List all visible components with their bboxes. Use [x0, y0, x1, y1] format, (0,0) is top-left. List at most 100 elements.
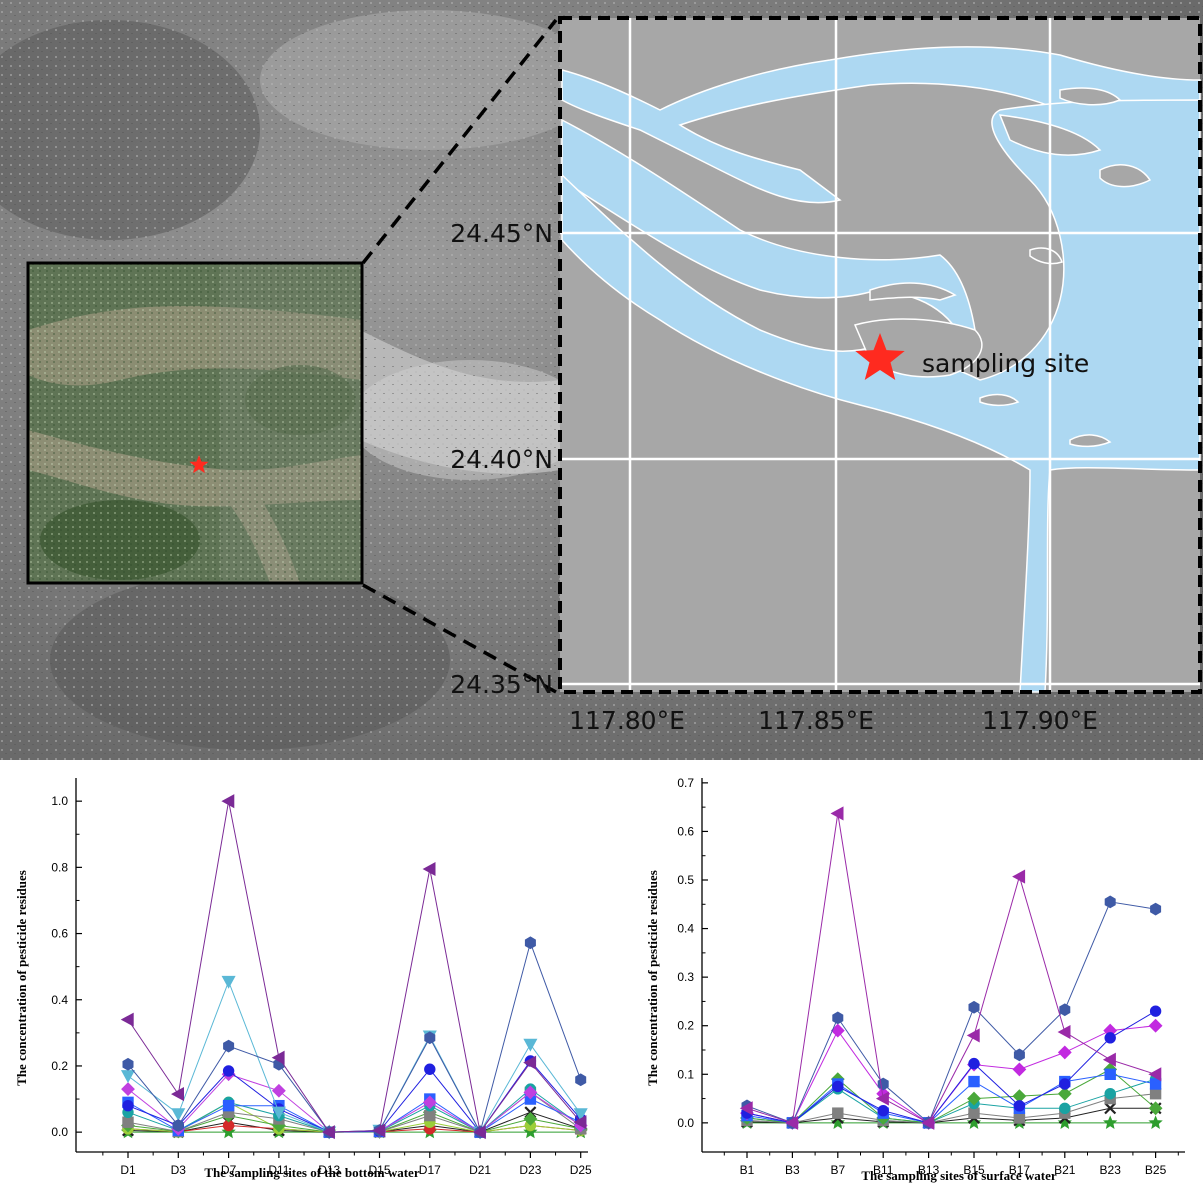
lat-label-2: 24.40°N — [450, 445, 553, 474]
data-point — [424, 1109, 436, 1122]
x-tick-label: B3 — [785, 1163, 800, 1177]
series-line — [746, 1073, 1156, 1124]
data-point — [222, 1099, 235, 1112]
data-point — [1013, 1100, 1026, 1112]
lon-label-3: 117.90°E — [982, 706, 1098, 735]
data-point — [968, 1057, 980, 1070]
x-axis-label: The sampling sites of the bottom water — [204, 1165, 419, 1180]
data-point — [1059, 1003, 1071, 1017]
series-9 — [741, 1102, 1162, 1129]
lon-label-1: 117.80°E — [569, 706, 685, 735]
data-point — [1149, 1078, 1162, 1090]
data-point — [1148, 1067, 1162, 1082]
y-tick-label: 0.0 — [677, 1116, 694, 1130]
data-point — [875, 1091, 889, 1106]
x-tick-label: D21 — [469, 1163, 491, 1177]
data-point — [172, 1119, 184, 1132]
data-point — [968, 1107, 980, 1119]
x-tick-label: D11 — [268, 1163, 289, 1177]
y-tick-label: 0.8 — [51, 860, 68, 874]
data-point — [1057, 1086, 1072, 1101]
data-point — [422, 1095, 437, 1110]
x-tick-label: B15 — [963, 1163, 985, 1177]
data-point — [1104, 1102, 1117, 1115]
y-tick-label: 0.4 — [677, 922, 694, 936]
data-point — [271, 1106, 286, 1120]
data-point — [877, 1077, 889, 1091]
x-tick-label: B25 — [1145, 1163, 1167, 1177]
x-tick-label: D15 — [368, 1163, 390, 1177]
data-point — [1148, 1101, 1163, 1116]
data-point — [523, 1111, 538, 1126]
data-point — [122, 1099, 134, 1112]
data-point — [1104, 1068, 1116, 1080]
lon-label-2: 117.85°E — [758, 706, 874, 735]
data-point — [372, 1123, 386, 1138]
data-point — [1057, 1024, 1071, 1040]
data-point — [472, 1125, 486, 1140]
data-point — [121, 1082, 135, 1097]
data-point — [1102, 1052, 1116, 1067]
surface-water-chart: The concentration of pesticide residues … — [603, 760, 1203, 1186]
data-point — [271, 1050, 285, 1065]
y-tick-label: 1.0 — [51, 794, 68, 808]
data-point — [321, 1125, 335, 1140]
x-tick-label: D13 — [318, 1163, 340, 1177]
data-point — [120, 1070, 136, 1084]
y-tick-label: 0.6 — [677, 824, 694, 838]
data-point — [1104, 1088, 1116, 1100]
y-tick-label: 0.5 — [677, 873, 694, 887]
y-axis-label: The concentration of pesticide residues — [645, 870, 660, 1086]
data-point — [832, 1011, 844, 1025]
x-tick-label: B7 — [830, 1163, 845, 1177]
bottom-water-chart: The concentration of pesticide residues … — [0, 760, 600, 1186]
map-panel: sampling site — [558, 16, 1202, 694]
series-line — [746, 1010, 1156, 1124]
x-axis-label: The sampling sites of surface water — [861, 1168, 1057, 1183]
series-3 — [741, 1005, 1162, 1129]
water-bodies — [561, 46, 1201, 693]
x-tick-label: B11 — [873, 1163, 894, 1177]
plot-area: 0.0 0.1 0.2 0.3 0.4 0.5 0.6 0.7 B1 B3 B7 B11 B13 B15 B… — [677, 776, 1185, 1177]
y-tick-label: 0.3 — [677, 970, 694, 984]
data-point — [222, 1065, 235, 1077]
plot-area: 0.0 0.2 0.4 0.6 0.8 1.0 D1 D3 D7 D11 D13 D15 D17 D21 D… — [51, 778, 592, 1177]
connector-bottom — [362, 583, 557, 694]
data-point — [967, 1091, 981, 1106]
data-point — [968, 1075, 980, 1088]
series-line — [746, 1025, 1156, 1124]
sampling-site-star-icon — [855, 333, 905, 380]
series-line — [746, 1068, 1156, 1124]
data-point — [921, 1115, 935, 1130]
y-tick-label: 0.6 — [51, 927, 68, 941]
y-tick-label: 0.2 — [677, 1019, 694, 1033]
data-point — [1059, 1102, 1071, 1114]
latitude-labels: 24.45°N 24.40°N 24.35°N — [450, 219, 553, 699]
data-point — [1150, 902, 1162, 916]
x-tick-label: D17 — [419, 1163, 441, 1177]
data-point — [573, 1115, 587, 1130]
data-point — [171, 1108, 186, 1122]
series-1 — [120, 794, 587, 1140]
data-point — [1057, 1045, 1072, 1060]
x-tick-label: B17 — [1009, 1163, 1031, 1177]
x-tick-label: B21 — [1054, 1163, 1076, 1177]
data-point — [966, 1028, 980, 1043]
data-point — [832, 1080, 844, 1093]
data-point — [1104, 1032, 1116, 1044]
x-tick-label: D25 — [570, 1163, 592, 1177]
site-marker-small-star-icon — [189, 455, 209, 474]
y-tick-label: 0.0 — [51, 1125, 68, 1139]
lat-label-1: 24.45°N — [450, 219, 553, 248]
data-point — [1012, 869, 1026, 884]
data-point — [221, 975, 236, 989]
series-line — [746, 1093, 1156, 1124]
data-point — [221, 794, 235, 809]
data-point — [830, 806, 844, 821]
data-point — [1012, 1062, 1027, 1077]
lat-label-3: 24.35°N — [450, 670, 553, 699]
data-point — [523, 1085, 538, 1100]
series-line — [746, 1078, 1156, 1124]
data-point — [966, 1115, 982, 1129]
data-point — [785, 1115, 799, 1130]
